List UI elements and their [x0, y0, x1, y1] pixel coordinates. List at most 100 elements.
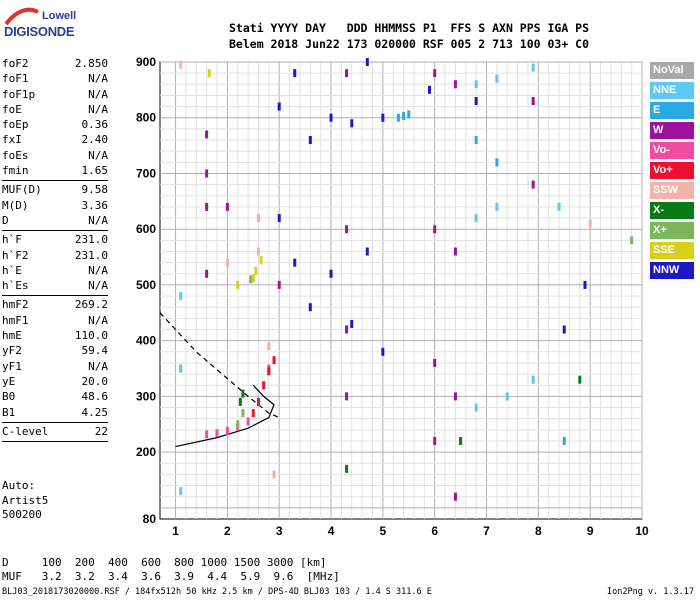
param-label: yF1 [2, 359, 22, 373]
legend-item-nnw: NNW [650, 262, 694, 279]
param-value: 3.36 [81, 198, 109, 212]
param-row: fxI 2.40 [2, 132, 108, 147]
param-value: 231.0 [74, 233, 108, 247]
echo-point-vo- [251, 409, 255, 418]
echo-point-e [474, 136, 478, 145]
y-tick-label: 80 [143, 512, 157, 526]
echo-point-nnw [350, 319, 354, 328]
y-tick-label: 800 [136, 111, 156, 125]
param-value: 48.6 [81, 390, 109, 404]
param-row: hmE 110.0 [2, 328, 108, 343]
param-value: 1.65 [81, 164, 109, 178]
echo-point-x- [459, 436, 463, 445]
echo-point-nne [531, 63, 535, 72]
x-tick-label: 8 [535, 524, 542, 538]
x-tick-label: 1 [172, 524, 179, 538]
echo-point-nnw [583, 280, 587, 289]
echo-point-sse [207, 69, 211, 78]
echo-point-w [453, 492, 457, 501]
echo-point-w [453, 247, 457, 256]
echo-point-e [562, 436, 566, 445]
param-label: foF2 [2, 57, 29, 70]
echo-point-vo- [225, 426, 229, 435]
echo-point-nne [495, 202, 499, 211]
echo-point-nnw [308, 303, 312, 312]
echo-point-nnw [381, 113, 385, 122]
echo-point-w [433, 436, 437, 445]
echo-point-e [407, 110, 411, 119]
model-profile-curve [175, 384, 275, 448]
y-tick-label: 700 [136, 166, 156, 180]
echo-point-x- [345, 464, 349, 473]
echo-point-x- [249, 275, 253, 284]
param-row: yE 20.0 [2, 374, 108, 389]
logo-digisonde-text: DIGISONDE [4, 24, 75, 39]
echo-point-vo- [272, 356, 276, 365]
param-row: M(D) 3.36 [2, 198, 108, 213]
muf-frequency-row: MUF 3.2 3.2 3.4 3.6 3.9 4.4 5.9 9.6 [MHz… [2, 570, 340, 583]
param-row: B1 4.25 [2, 405, 108, 420]
param-value: N/A [88, 359, 108, 373]
file-info: BLJ03_2018173020000.RSF / 184fx512h 50 k… [2, 587, 432, 597]
x-tick-label: 3 [276, 524, 283, 538]
param-row: yF2 59.4 [2, 343, 108, 358]
echo-point-w [345, 225, 349, 234]
param-row: h`Es N/A [2, 278, 108, 293]
echo-point-vo- [262, 381, 266, 390]
echo-point-nne [474, 403, 478, 412]
echo-point-nnw [277, 102, 281, 111]
legend-item-e: E [650, 102, 694, 119]
header-line-2: Belem 2018 Jun22 173 020000 RSF 005 2 71… [229, 37, 590, 51]
param-row: B0 48.6 [2, 389, 108, 404]
param-label: yF2 [2, 344, 22, 358]
param-value: N/A [88, 87, 108, 101]
param-label: M(D) [2, 198, 29, 212]
param-value: N/A [88, 102, 108, 116]
param-label: foF1 [2, 72, 29, 86]
legend-item-vo-: Vo- [650, 142, 694, 159]
param-label: hmF2 [2, 298, 29, 312]
echo-point-w [345, 325, 349, 334]
param-label: fmin [2, 164, 29, 178]
echo-point-nnw [293, 258, 297, 267]
param-label: D [2, 213, 9, 227]
echo-point-w [205, 130, 209, 139]
legend-item-ssw: SSW [650, 182, 694, 199]
echo-point-nne [557, 202, 561, 211]
echo-point-ssw [267, 342, 271, 351]
x-tick-label: 7 [483, 524, 490, 538]
param-row: MUF(D) 9.58 [2, 182, 108, 197]
digisonde-logo: Lowell DIGISONDE [4, 6, 114, 46]
param-row: foEs N/A [2, 148, 108, 163]
echo-point-ssw [179, 60, 183, 69]
echo-point-x- [238, 397, 242, 406]
y-tick-label: 900 [136, 55, 156, 69]
param-row: foEp 0.36 [2, 117, 108, 132]
echo-point-x- [630, 236, 634, 245]
param-label: C-level [2, 424, 49, 438]
y-tick-label: 400 [136, 334, 156, 348]
station-header: Stati YYYY DAY DDD HHMMSS P1 FFS S AXN P… [229, 20, 589, 52]
param-value: 269.2 [74, 298, 108, 312]
echo-point-w [277, 280, 281, 289]
param-label: h`F2 [2, 248, 29, 262]
x-tick-label: 4 [328, 524, 335, 538]
echo-point-vo- [215, 429, 219, 438]
param-row: foE N/A [2, 102, 108, 117]
echo-point-ssw [272, 470, 276, 479]
param-label: MUF(D) [2, 183, 42, 197]
param-value: 2.850 [74, 57, 108, 70]
param-row: hmF2 269.2 [2, 297, 108, 312]
legend-item-x-: X+ [650, 222, 694, 239]
echo-point-nne [474, 214, 478, 223]
param-label: h`E [2, 263, 22, 277]
param-value: N/A [88, 313, 108, 327]
param-label: yE [2, 374, 16, 388]
legend-item-vo-: Vo+ [650, 162, 694, 179]
echo-point-w [225, 202, 229, 211]
param-value: N/A [88, 148, 108, 162]
param-value: N/A [88, 72, 108, 86]
echo-point-nne [495, 74, 499, 83]
param-value: 231.0 [74, 248, 108, 262]
